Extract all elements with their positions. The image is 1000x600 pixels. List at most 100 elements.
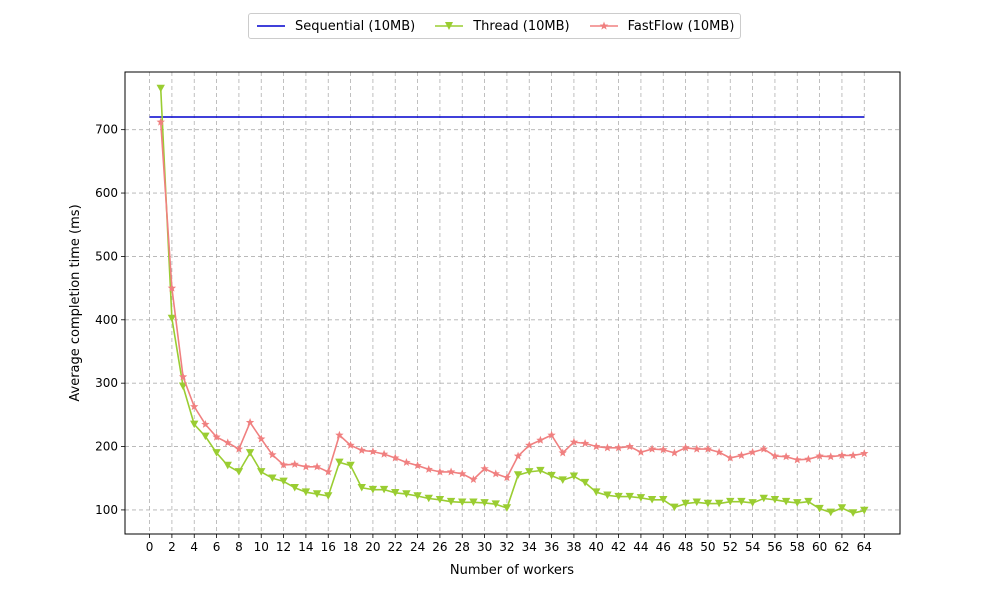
data-point-fastflow [558,448,567,457]
data-point-thread [167,314,177,323]
data-point-fastflow [793,455,802,464]
data-point-thread [413,492,422,500]
data-point-fastflow [178,372,188,381]
data-point-thread [368,485,378,494]
data-point-fastflow [190,402,199,411]
data-point-thread [525,468,534,476]
x-tick-label: 46 [656,540,671,554]
x-tick-label: 8 [235,540,243,554]
y-axis: 100 200 300 400 500 600 700 [95,123,125,517]
data-point-fastflow [346,440,355,449]
data-point-fastflow [167,283,177,292]
legend-item-fastflow: FastFlow (10MB) [588,18,735,34]
data-point-fastflow [647,444,657,453]
data-point-thread [726,497,735,506]
legend-swatch-sequential [257,25,285,27]
data-point-fastflow [625,442,634,451]
data-point-fastflow [759,444,768,453]
data-point-fastflow [547,430,556,439]
data-point-fastflow [569,437,579,446]
data-point-thread [513,471,523,479]
data-point-thread [793,499,802,507]
data-point-fastflow [781,452,791,461]
data-point-thread [547,471,556,480]
x-tick-label: 60 [812,540,827,554]
data-point-fastflow [268,450,277,459]
x-tick-label: 64 [857,540,872,554]
data-point-fastflow [848,451,858,459]
data-point-thread [647,495,657,504]
data-point-thread [290,483,299,492]
data-point-fastflow [413,461,422,470]
data-point-thread [223,461,232,470]
data-point-thread [279,477,288,486]
y-tick-label: 300 [95,376,118,390]
data-point-fastflow [603,443,612,452]
x-tick-label: 40 [589,540,604,554]
data-point-thread [670,503,679,512]
data-point-thread [257,468,266,476]
x-axis: 0 2 4 6 8 10 12 14 16 18 20 22 24 26 28 30 32 34 36 38 40 42 4… [146,534,872,554]
x-tick-label: 0 [146,540,154,554]
data-point-thread [435,495,445,504]
data-point-fastflow [212,432,221,441]
data-point-thread [212,449,221,457]
data-point-thread [156,84,165,93]
data-point-fastflow [469,475,478,484]
data-point-thread [603,491,612,500]
data-point-thread [346,461,355,470]
y-tick-label: 100 [95,503,118,517]
x-tick-label: 4 [190,540,198,554]
legend-label-fastflow: FastFlow (10MB) [627,18,735,34]
data-point-fastflow [491,469,500,478]
data-point-thread [424,494,433,503]
data-point-fastflow [458,469,467,478]
data-point-fastflow [770,451,780,460]
data-point-thread [458,498,467,507]
data-point-thread [770,495,780,504]
data-point-fastflow [636,447,646,456]
data-point-fastflow [726,453,735,462]
data-point-thread [804,497,813,506]
data-point-fastflow [804,454,813,463]
series-line-fastflow [159,122,865,481]
x-tick-label: 62 [834,540,849,554]
data-point-thread [558,476,567,484]
series-fastflow [156,117,869,484]
data-point-thread [379,485,389,494]
data-point-fastflow [692,444,701,453]
x-tick-label: 50 [700,540,715,554]
data-point-fastflow [435,467,445,476]
data-point-thread [681,499,690,508]
x-tick-label: 42 [611,540,626,554]
y-tick-label: 700 [95,123,118,137]
data-point-thread [190,420,199,429]
y-tick-label: 200 [95,440,118,454]
data-point-fastflow [201,419,210,428]
data-point-thread [625,492,634,501]
data-point-fastflow [402,457,411,466]
data-point-thread [781,497,791,506]
data-point-thread [815,504,824,513]
x-tick-label: 44 [633,540,648,554]
data-point-fastflow [815,451,824,460]
data-point-thread [357,483,366,492]
data-point-fastflow [837,451,847,459]
data-point-thread [201,432,210,441]
data-point-fastflow [737,451,746,459]
data-point-fastflow [368,447,378,456]
data-point-thread [692,498,701,507]
x-tick-label: 28 [455,540,470,554]
x-tick-label: 24 [410,540,425,554]
data-point-fastflow [324,467,333,476]
series-layer [149,84,869,517]
data-point-fastflow [279,460,288,469]
x-tick-label: 16 [321,540,336,554]
data-point-fastflow [670,448,679,457]
data-point-fastflow [513,451,523,460]
data-point-thread [335,458,344,467]
legend-swatch-thread [435,22,464,30]
data-point-thread [234,468,244,476]
data-point-thread [614,492,623,501]
